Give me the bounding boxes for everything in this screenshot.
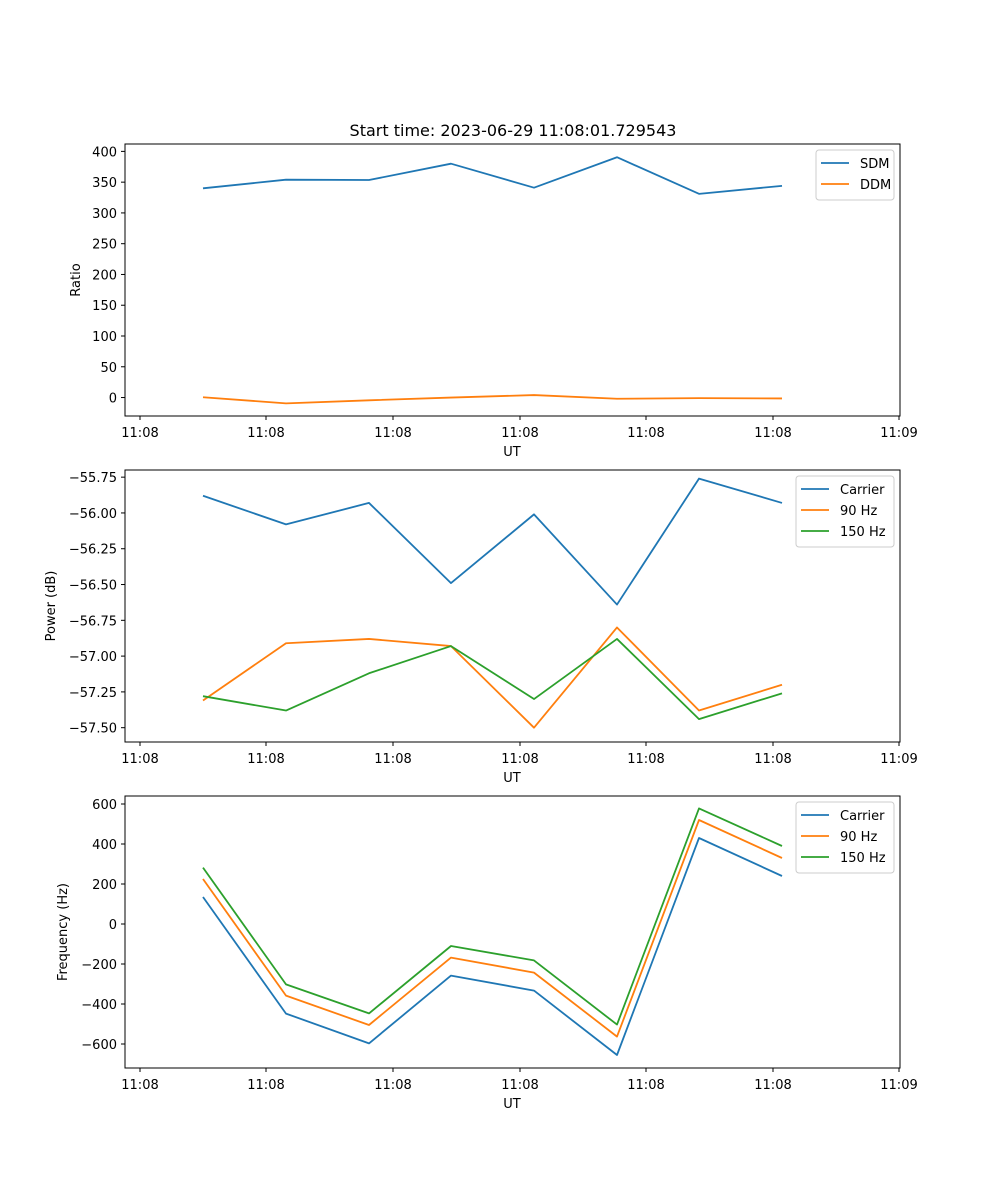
axes-frame <box>124 143 901 417</box>
x-tick-label: 11:08 <box>754 752 791 767</box>
x-tick-label: 11:09 <box>880 752 917 767</box>
y-tick-label: −200 <box>81 958 117 973</box>
y-tick-label: 100 <box>92 330 117 345</box>
y-tick-label: 50 <box>100 361 117 376</box>
x-tick-label: 11:08 <box>121 1078 158 1093</box>
y-tick-label: −56.75 <box>69 614 117 629</box>
series-line-carrier <box>202 837 783 1056</box>
x-tick-label: 11:09 <box>880 1078 917 1093</box>
x-tick-label: 11:08 <box>627 1078 664 1093</box>
y-tick-label: −57.00 <box>69 650 117 665</box>
x-axis-label: UT <box>503 771 521 786</box>
y-tick-label: 600 <box>92 798 117 813</box>
x-tick-label: 11:08 <box>627 752 664 767</box>
y-tick-label: 250 <box>92 238 117 253</box>
y-tick-label: 0 <box>109 392 117 407</box>
y-tick-label: 150 <box>92 299 117 314</box>
x-tick-label: 11:08 <box>121 752 158 767</box>
y-axis-label: Power (dB) <box>44 571 59 642</box>
series-line-90-hz <box>202 819 783 1038</box>
axes-frame <box>124 469 901 743</box>
axes-frame <box>124 795 901 1069</box>
x-tick-label: 11:09 <box>880 426 917 441</box>
y-tick-label: 0 <box>109 918 117 933</box>
x-tick-label: 11:08 <box>754 426 791 441</box>
legend-label: SDM <box>860 157 889 172</box>
x-axis-label: UT <box>503 445 521 460</box>
series-line-sdm <box>202 156 783 195</box>
series-line-150-hz <box>202 807 783 1026</box>
x-tick-label: 11:08 <box>501 1078 538 1093</box>
x-tick-label: 11:08 <box>121 426 158 441</box>
y-tick-label: 200 <box>92 268 117 283</box>
y-tick-label: −400 <box>81 998 117 1013</box>
legend: SDM DDM <box>815 149 895 201</box>
y-axis-label: Ratio <box>69 263 84 296</box>
x-tick-label: 11:08 <box>501 752 538 767</box>
y-tick-label: 400 <box>92 145 117 160</box>
legend-box <box>795 475 895 548</box>
legend-box <box>795 801 895 874</box>
y-tick-label: −56.00 <box>69 507 117 522</box>
x-tick-label: 11:08 <box>627 426 664 441</box>
x-tick-label: 11:08 <box>754 1078 791 1093</box>
legend-label: 90 Hz <box>840 504 877 519</box>
x-tick-label: 11:08 <box>374 426 411 441</box>
series-line-carrier <box>202 477 783 606</box>
y-tick-label: −600 <box>81 1038 117 1053</box>
subplot-1: 11:08 11:08 11:08 11:08 11:08 11:08 11:09 UT 0 50… <box>69 143 918 460</box>
legend: Carrier 90 Hz 150 Hz <box>795 475 895 548</box>
legend: Carrier 90 Hz 150 Hz <box>795 801 895 874</box>
y-tick-label: −55.75 <box>69 471 117 486</box>
series-line-90-hz <box>202 626 783 729</box>
x-tick-label: 11:08 <box>501 426 538 441</box>
y-tick-label: −57.50 <box>69 722 117 737</box>
legend-label: Carrier <box>840 483 885 498</box>
y-tick-label: −56.25 <box>69 543 117 558</box>
y-tick-label: 400 <box>92 838 117 853</box>
legend-label: 150 Hz <box>840 851 886 866</box>
x-tick-label: 11:08 <box>374 1078 411 1093</box>
panels: 11:08 11:08 11:08 11:08 11:08 11:08 11:09 UT 0 50… <box>44 143 918 1112</box>
subplot-2: 11:08 11:08 11:08 11:08 11:08 11:08 11:09 UT −57… <box>44 469 918 786</box>
x-axis-label: UT <box>503 1097 521 1112</box>
legend-label: 90 Hz <box>840 830 877 845</box>
y-tick-label: −57.25 <box>69 686 117 701</box>
legend-label: 150 Hz <box>840 525 886 540</box>
y-axis-label: Frequency (Hz) <box>56 883 71 981</box>
series-line-150-hz <box>202 638 783 720</box>
x-tick-label: 11:08 <box>247 426 284 441</box>
x-tick-label: 11:08 <box>374 752 411 767</box>
legend-label: Carrier <box>840 809 885 824</box>
legend-label: DDM <box>860 178 891 193</box>
subplot-3: 11:08 11:08 11:08 11:08 11:08 11:08 11:09 UT −60… <box>56 795 918 1112</box>
y-tick-label: 300 <box>92 207 117 222</box>
x-tick-label: 11:08 <box>247 752 284 767</box>
y-tick-label: 350 <box>92 176 117 191</box>
figure-title: Start time: 2023-06-29 11:08:01.729543 <box>350 121 677 140</box>
y-tick-label: 200 <box>92 878 117 893</box>
x-tick-label: 11:08 <box>247 1078 284 1093</box>
series-line-ddm <box>202 394 783 405</box>
y-tick-label: −56.50 <box>69 579 117 594</box>
